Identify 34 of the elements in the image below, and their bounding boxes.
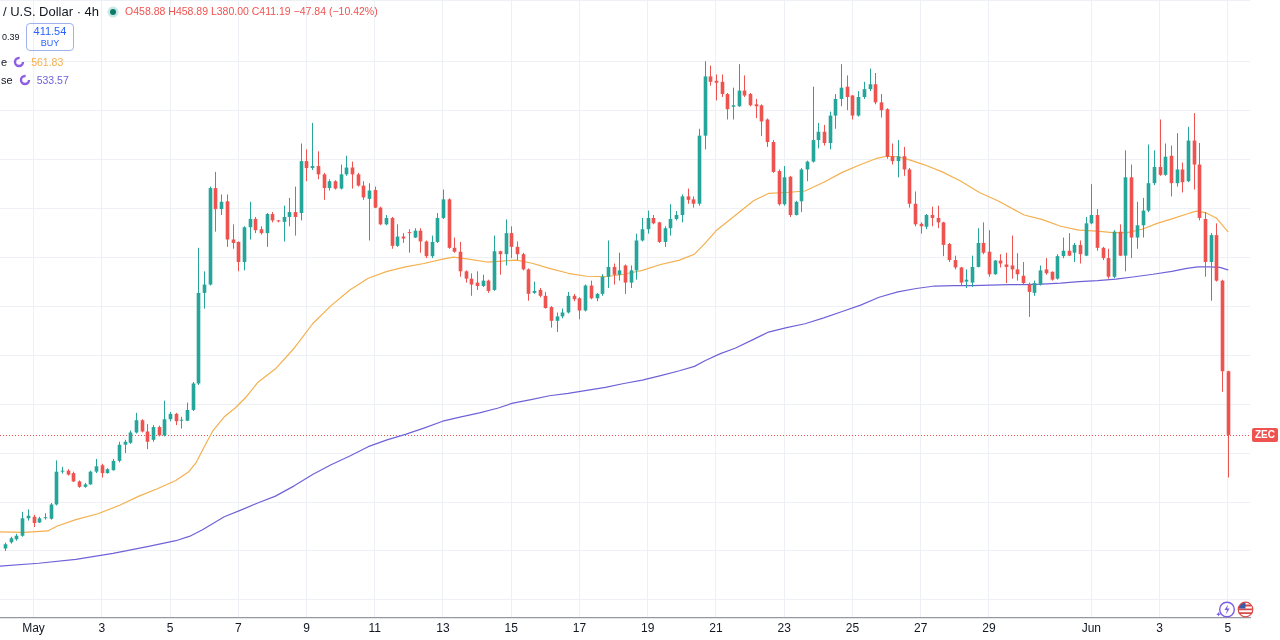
- x-tick-label: 25: [845, 621, 860, 636]
- x-tick-label: 3: [1156, 621, 1164, 636]
- chart-title: / U.S. Dollar · 4h: [3, 4, 100, 19]
- chart-subtitle: O458.88 H458.89 L380.00 C411.19 −47.84 (−10.42%): [125, 5, 378, 18]
- x-tick-label: 21: [709, 621, 723, 636]
- x-tick-label: 3: [98, 621, 106, 636]
- x-tick-label: 27: [914, 621, 928, 636]
- annotation: e: [1, 55, 8, 68]
- text: 0.39: [2, 31, 20, 42]
- x-tick-label: 5: [1224, 621, 1232, 636]
- annotation: se: [1, 73, 13, 86]
- annotation: 561.83: [31, 55, 64, 68]
- x-tick-label: 29: [982, 621, 996, 636]
- text: BUY: [40, 38, 60, 48]
- x-tick-label: May: [22, 621, 45, 636]
- x-tick-label: 7: [234, 621, 242, 636]
- x-tick-label: 17: [572, 621, 587, 636]
- candlestick: [555, 311, 560, 333]
- candlestick: [731, 87, 736, 120]
- candlestick: [231, 223, 236, 250]
- annotation: 533.57: [36, 73, 69, 86]
- ref-line-label: ZEC: [1255, 429, 1275, 441]
- x-tick-label: Jun: [1081, 621, 1102, 636]
- x-tick-label: 19: [641, 621, 655, 636]
- candlestick: [617, 252, 622, 282]
- candlestick: [708, 65, 713, 87]
- x-tick-label: 5: [166, 621, 174, 636]
- text: 411.54: [33, 25, 67, 37]
- candlestick: [1004, 252, 1009, 284]
- x-tick-label: 23: [777, 621, 792, 636]
- x-tick-label: 11: [368, 621, 382, 636]
- x-tick-label: 15: [504, 621, 519, 636]
- x-tick-label: 9: [303, 621, 311, 636]
- x-tick-label: 13: [436, 621, 450, 636]
